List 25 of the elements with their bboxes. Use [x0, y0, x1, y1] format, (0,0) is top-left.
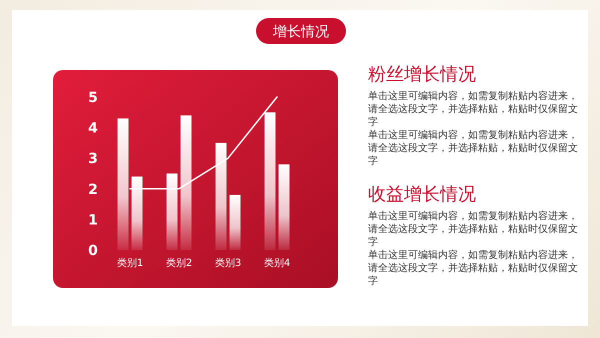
bar	[132, 176, 142, 250]
bar	[278, 164, 290, 250]
y-tick-label: 2	[88, 182, 98, 198]
bar	[118, 118, 128, 250]
text: 单击这里可编辑内容，如需复制粘贴内容进来，请全选这段文字，并选择粘贴，粘贴时仅保留文字	[368, 210, 579, 249]
y-tick-label: 4	[88, 120, 98, 137]
text: 收益增长情况	[368, 183, 476, 206]
bar	[230, 194, 240, 250]
bar	[180, 115, 192, 250]
text: 粉丝增长情况	[368, 63, 476, 86]
chart-title: 增长情况	[272, 24, 329, 40]
y-tick-label: 1	[88, 212, 98, 228]
text: 单击这里可编辑内容，如需复制粘贴内容进来，请全选这段文字，并选择粘贴，粘贴时仅保留文字	[368, 249, 579, 288]
y-tick-label: 5	[88, 90, 98, 106]
text: 单击这里可编辑内容，如需复制粘贴内容进来，请全选这段文字，并选择粘贴，粘贴时仅保留文字	[368, 129, 579, 168]
bar	[216, 142, 226, 250]
text: 单击这里可编辑内容，如需复制粘贴内容进来，请全选这段文字，并选择粘贴，粘贴时仅保留文字	[368, 90, 579, 129]
x-tick-label: 类别2	[166, 257, 192, 269]
y-tick-label: 3	[88, 151, 98, 168]
x-tick-label: 类别1	[116, 257, 144, 269]
y-tick-label: 0	[88, 243, 98, 259]
x-tick-label: 类别4	[264, 257, 290, 269]
bar	[166, 174, 178, 250]
bar	[264, 112, 276, 250]
x-tick-label: 类别3	[214, 257, 242, 269]
